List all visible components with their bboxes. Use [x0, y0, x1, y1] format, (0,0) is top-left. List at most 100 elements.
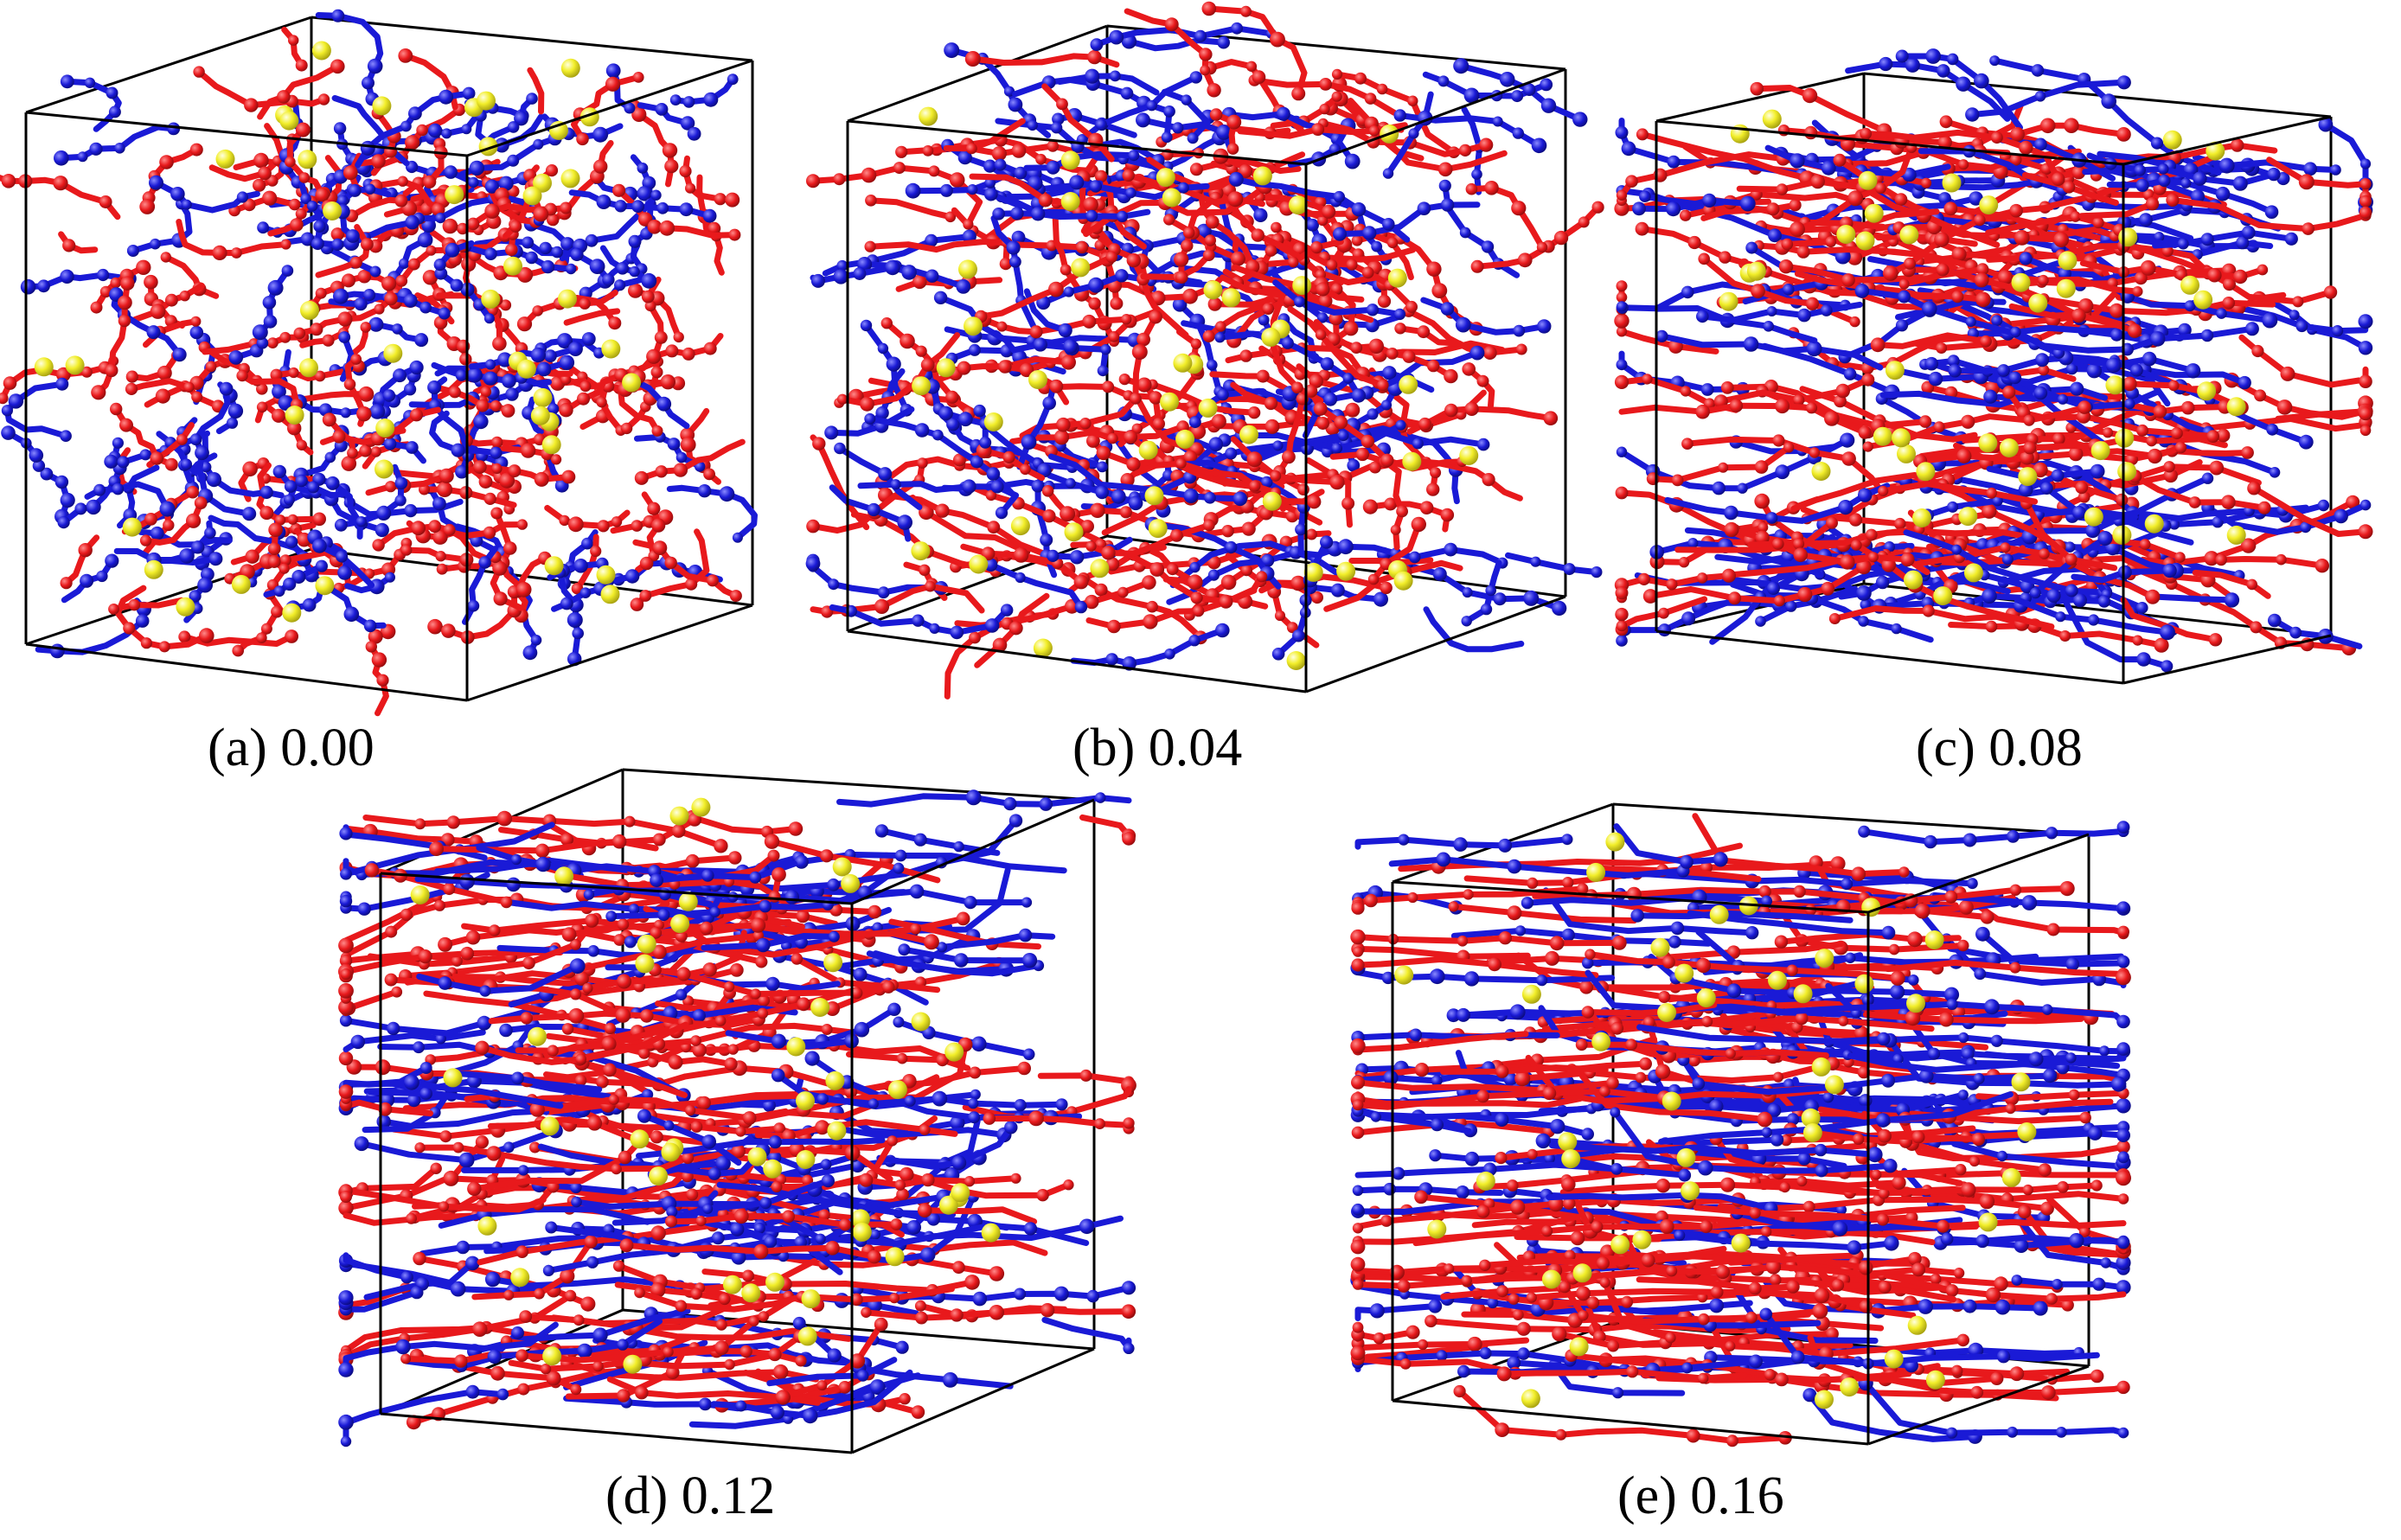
bead	[1666, 578, 1678, 591]
bead	[1540, 78, 1553, 92]
bead	[260, 623, 272, 635]
bead	[259, 506, 274, 521]
bead	[1754, 493, 1770, 509]
bead	[828, 578, 840, 591]
bead	[1204, 234, 1217, 246]
bead	[2298, 174, 2315, 190]
bead	[484, 203, 500, 219]
bead	[996, 321, 1008, 332]
bead	[2174, 441, 2187, 454]
bead	[1166, 563, 1179, 576]
bead	[1220, 574, 1237, 591]
bead	[1858, 488, 1873, 502]
bead	[416, 124, 428, 137]
bead	[60, 577, 73, 590]
bead	[383, 438, 397, 450]
bead	[1207, 569, 1220, 581]
chain-a	[427, 585, 522, 644]
bead	[1351, 202, 1367, 217]
bead	[165, 293, 178, 307]
bead	[2071, 308, 2086, 323]
bead	[1766, 202, 1780, 216]
bead	[1743, 336, 1759, 352]
bead	[360, 140, 375, 156]
bead	[1402, 349, 1416, 363]
bead	[1680, 386, 1692, 397]
bead	[172, 348, 187, 362]
bead	[253, 178, 266, 192]
bead	[1334, 415, 1348, 430]
bead	[1202, 249, 1215, 261]
bead	[1338, 539, 1354, 555]
bead	[1333, 190, 1346, 203]
nanoparticle	[912, 376, 932, 396]
bead	[1105, 653, 1118, 666]
bead	[1276, 106, 1290, 121]
bead	[91, 385, 106, 400]
bead	[1572, 112, 1588, 127]
bead	[1427, 359, 1440, 373]
bead	[611, 516, 623, 527]
bead	[1175, 458, 1187, 470]
bead	[2033, 386, 2048, 400]
bead	[1183, 488, 1199, 504]
bead	[874, 824, 889, 838]
bead	[2010, 326, 2021, 338]
bead	[2185, 363, 2201, 379]
bead	[441, 623, 456, 638]
bead	[280, 239, 291, 250]
bead	[1898, 278, 1910, 290]
bead	[285, 156, 296, 168]
bead	[1438, 179, 1451, 192]
bead	[1700, 383, 1714, 396]
nanoparticle	[2162, 130, 2182, 150]
bead	[585, 233, 599, 247]
nanoparticle	[622, 373, 642, 393]
chain-bond	[868, 197, 954, 220]
nanoparticle	[481, 289, 501, 309]
bead	[1069, 175, 1085, 190]
bead	[1333, 227, 1347, 241]
bead	[295, 122, 311, 137]
bead	[1239, 349, 1252, 362]
bead	[307, 201, 318, 212]
bead	[1721, 568, 1736, 583]
bead	[414, 333, 429, 348]
chain-b	[344, 572, 395, 595]
bead	[2132, 635, 2143, 646]
bead	[1430, 467, 1442, 479]
bead	[290, 218, 304, 232]
bead	[1351, 234, 1363, 246]
bead	[2092, 216, 2104, 229]
particle-cloud-a	[0, 9, 758, 717]
bead	[1417, 201, 1431, 215]
bead	[517, 266, 534, 283]
bead	[114, 143, 125, 154]
bead	[189, 590, 202, 603]
bead	[1345, 402, 1361, 418]
bead	[242, 507, 257, 521]
nanoparticle	[311, 41, 331, 61]
bead	[183, 381, 195, 393]
bead	[1287, 256, 1299, 268]
bead	[74, 502, 87, 515]
bead	[1882, 265, 1898, 281]
bead	[277, 90, 291, 104]
chain-a	[1362, 497, 1455, 533]
bead	[499, 1023, 513, 1038]
bead	[1207, 359, 1218, 371]
bead	[1470, 259, 1484, 273]
bead	[917, 457, 928, 469]
chain-a	[1948, 618, 2169, 653]
bead	[1095, 118, 1107, 131]
bead	[1394, 323, 1406, 335]
bead	[1049, 379, 1064, 393]
bead	[476, 399, 490, 412]
bead	[204, 527, 216, 540]
bead	[1997, 364, 2010, 377]
bead	[957, 361, 971, 375]
bead	[357, 269, 372, 284]
bead	[484, 247, 497, 261]
bead	[1729, 399, 1744, 412]
bead	[1469, 345, 1485, 361]
